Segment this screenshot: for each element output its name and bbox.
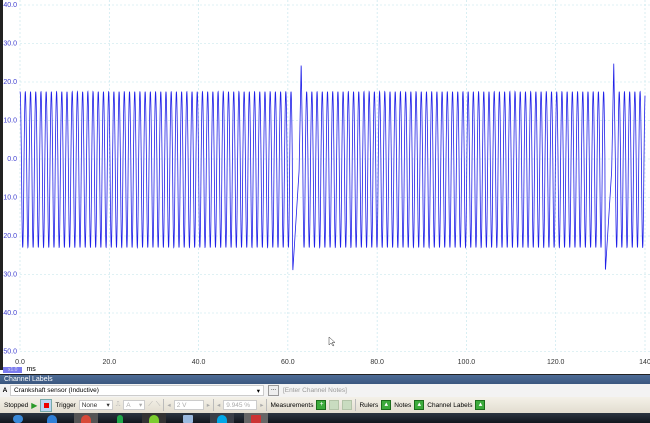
zoom-factor-badge[interactable]: x1.0: [3, 366, 23, 373]
more-button[interactable]: ...: [268, 385, 279, 396]
trigger-channel-value: A: [126, 401, 131, 409]
app-green-icon[interactable]: [108, 413, 132, 423]
channel-letter: A: [2, 387, 8, 394]
channel-labels-header: Channel Labels: [0, 374, 650, 384]
x-tick-label: 0.0: [15, 359, 25, 366]
chevron-down-icon: ▾: [139, 402, 143, 409]
divider: [266, 399, 268, 411]
rulers-label: Rulers: [359, 401, 379, 409]
x-unit-label: ms: [26, 366, 36, 373]
toolbar: Stopped ▶ Trigger None ▾ ⎍ A ▾ ⟋ ⟍ ◂ 2 V ▸…: [0, 397, 650, 413]
notes-toggle-button[interactable]: ▴: [414, 400, 425, 410]
trigger-label: Trigger: [55, 401, 76, 409]
mouse-cursor-icon: [328, 336, 336, 347]
y-tick-label: -40.0: [3, 310, 17, 317]
y-tick-label: -50.0: [3, 349, 17, 356]
delete-measurement-button[interactable]: [342, 400, 353, 410]
chrome-icon[interactable]: [74, 413, 98, 423]
stop-icon: [43, 402, 49, 408]
rising-edge-icon[interactable]: ⟋: [148, 401, 153, 408]
y-tick-label: 20.0: [3, 79, 17, 86]
increase-threshold-icon[interactable]: ▸: [206, 402, 210, 409]
waveform-plot[interactable]: 40.0 30.0 20.0 10.0 0.0 -10.0 -20.0 -30.0 -40.0 -…: [1, 0, 650, 370]
y-tick-label: 40.0: [3, 2, 17, 9]
y-tick-label: 10.0: [3, 118, 17, 125]
notes-label: Notes: [394, 401, 412, 409]
y-tick-label: -10.0: [3, 195, 17, 202]
taskbar: [0, 413, 650, 423]
divider: [212, 399, 214, 411]
channel-label-select[interactable]: Crankshaft sensor (Inductive) ▾: [10, 385, 264, 396]
trigger-settings-icon[interactable]: ⎍: [115, 401, 121, 408]
x-tick-label: 60.0: [281, 359, 295, 366]
x-axis-unit-bar: x1.0 ms: [3, 366, 36, 373]
channel-label-row: A Crankshaft sensor (Inductive) ▾ ... [E…: [0, 384, 650, 398]
x-tick-label: 120.0: [547, 359, 565, 366]
edit-measurement-button[interactable]: [329, 400, 340, 410]
trigger-mode-value: None: [81, 401, 98, 409]
add-measurement-button[interactable]: +: [316, 400, 327, 410]
y-tick-label: 30.0: [3, 41, 17, 48]
threshold-field[interactable]: 2 V: [173, 400, 204, 410]
trigger-channel-select[interactable]: A ▾: [123, 400, 146, 410]
status-text: Stopped: [4, 401, 29, 409]
x-tick-label: 100.0: [458, 359, 476, 366]
decrease-pretrigger-icon[interactable]: ◂: [216, 402, 221, 409]
internet-explorer-icon[interactable]: [40, 413, 64, 423]
y-tick-label: -20.0: [3, 233, 17, 240]
picoscope-icon[interactable]: [142, 413, 166, 423]
measurements-label: Measurements: [270, 401, 314, 409]
x-tick-label: 80.0: [370, 359, 384, 366]
scope-view[interactable]: 40.0 30.0 20.0 10.0 0.0 -10.0 -20.0 -30.0 -40.0 -…: [0, 0, 650, 370]
divider: [163, 399, 165, 411]
decrease-threshold-icon[interactable]: ◂: [167, 402, 171, 409]
y-tick-label: -30.0: [3, 272, 17, 279]
channel-labels-label: Channel Labels: [427, 401, 473, 409]
chevron-down-icon: ▾: [256, 387, 260, 395]
skype-icon[interactable]: [210, 413, 234, 423]
windows-start-icon[interactable]: [6, 413, 30, 423]
falling-edge-icon[interactable]: ⟍: [155, 401, 161, 408]
channel-label-value: Crankshaft sensor (Inductive): [14, 387, 99, 394]
app-monitor-icon[interactable]: [244, 413, 268, 423]
explorer-icon[interactable]: [176, 413, 200, 423]
chevron-down-icon: ▾: [106, 402, 110, 409]
stop-button[interactable]: [40, 398, 53, 412]
channel-a-trace: [19, 63, 646, 271]
channel-labels-toggle-button[interactable]: ▴: [475, 400, 486, 410]
x-tick-label: 20.0: [102, 359, 116, 366]
rulers-toggle-button[interactable]: ▴: [381, 400, 392, 410]
pretrigger-field[interactable]: 9.945 %: [223, 400, 258, 410]
increase-pretrigger-icon[interactable]: ▸: [260, 402, 264, 409]
x-tick-label: 40.0: [192, 359, 206, 366]
channel-notes-input[interactable]: [Enter Channel Notes]: [283, 387, 347, 394]
y-tick-label: 0.0: [7, 156, 17, 163]
x-tick-label: 140: [639, 359, 650, 366]
divider: [355, 399, 357, 411]
trigger-mode-select[interactable]: None ▾: [78, 400, 113, 410]
play-icon[interactable]: ▶: [31, 400, 38, 410]
